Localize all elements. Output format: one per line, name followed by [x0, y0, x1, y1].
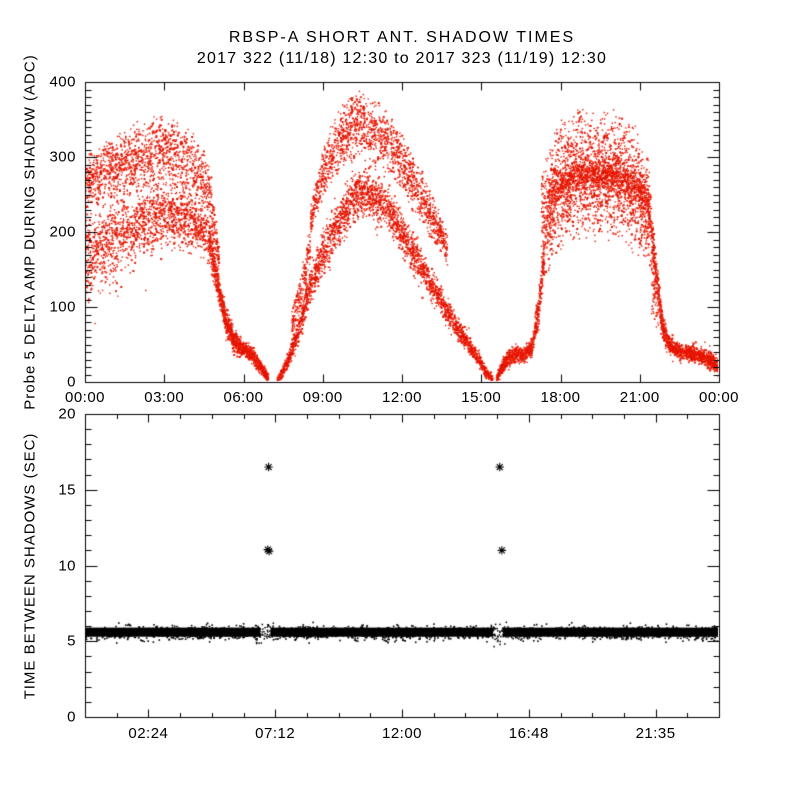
bottom-y-tick-label: 5 [67, 632, 76, 650]
top-x-tick-label: 18:00 [540, 389, 581, 406]
bottom-y-tick-label: 20 [58, 405, 76, 423]
top-y-axis-label: Probe 5 DELTA AMP DURING SHADOW (ADC) [21, 54, 39, 410]
bottom-y-tick-label: 10 [58, 557, 76, 574]
chart-subtitle: 2017 322 (11/18) 12:30 to 2017 323 (11/1… [196, 50, 608, 67]
top-x-tick-label: 09:00 [302, 389, 343, 406]
top-y-tick-label: 300 [49, 148, 76, 166]
bottom-x-tick-label: 21:35 [635, 725, 676, 742]
bottom-x-tick-label: 07:12 [255, 725, 296, 742]
bottom-x-tick-label: 16:48 [508, 725, 549, 742]
top-y-tick-label: 200 [49, 223, 76, 241]
top-x-tick-label: 03:00 [144, 389, 185, 406]
top-x-tick-label: 21:00 [619, 389, 660, 406]
chart-title: RBSP-A SHORT ANT. SHADOW TIMES [228, 29, 576, 46]
top-y-tick-label: 400 [49, 73, 76, 91]
top-x-tick-label: 00:00 [64, 389, 106, 406]
top-y-tick-label: 0 [67, 373, 76, 391]
bottom-x-tick-label: 02:24 [128, 725, 169, 742]
bottom-y-tick-label: 0 [67, 708, 76, 726]
top-x-tick-label: 06:00 [223, 389, 264, 406]
top-y-tick-label: 100 [49, 298, 76, 316]
bottom-y-tick-label: 15 [58, 481, 76, 499]
bottom-y-axis-label: TIME BETWEEN SHADOWS (SEC) [21, 432, 39, 700]
bottom-x-tick-label: 12:00 [381, 725, 423, 742]
top-x-tick-label: 15:00 [461, 389, 502, 406]
top-x-tick-label: 12:00 [381, 389, 423, 406]
top-x-tick-label: 00:00 [698, 389, 740, 406]
